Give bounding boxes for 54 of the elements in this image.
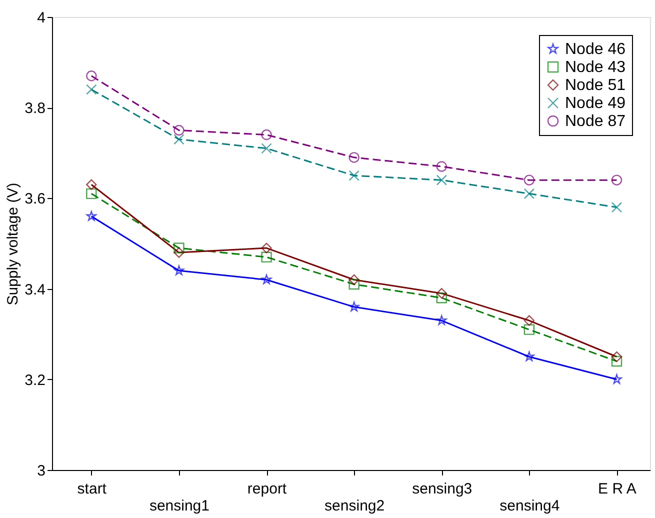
point xyxy=(86,179,97,190)
x-tick-label: sensing4 xyxy=(500,498,560,514)
y-axis-title: Supply voltage (V) xyxy=(4,182,22,306)
point xyxy=(86,84,97,95)
point xyxy=(348,302,360,312)
point xyxy=(261,143,272,154)
point xyxy=(611,351,622,362)
point xyxy=(436,161,447,172)
point xyxy=(524,174,535,186)
legend-label: Node 43 xyxy=(565,59,626,76)
y-tick-label: 3.2 xyxy=(24,372,46,389)
legend-label: Node 87 xyxy=(565,113,626,130)
point xyxy=(174,265,184,276)
point xyxy=(436,288,447,299)
point xyxy=(261,252,272,262)
point xyxy=(611,202,622,213)
x-tick-label: sensing3 xyxy=(412,480,472,498)
y-tick-label: 3.8 xyxy=(24,100,46,118)
point xyxy=(524,351,534,362)
legend-label: Node 46 xyxy=(565,41,626,58)
x-tick-label: start xyxy=(77,480,108,498)
point xyxy=(348,274,360,286)
point xyxy=(261,274,272,284)
x-tick-label: sensing2 xyxy=(324,498,385,514)
y-tick-label: 3.4 xyxy=(24,281,46,298)
y-tick-label: 3 xyxy=(37,462,46,480)
point xyxy=(348,152,360,163)
point xyxy=(611,356,622,367)
point xyxy=(174,247,184,258)
x-tick-label: E R A xyxy=(598,480,636,498)
point xyxy=(524,315,535,326)
point xyxy=(611,174,622,186)
y-tick-label: 4 xyxy=(37,10,46,26)
point xyxy=(524,324,535,335)
point xyxy=(436,174,447,186)
point xyxy=(348,278,360,290)
x-tick-label: report xyxy=(247,480,288,498)
point xyxy=(436,292,447,304)
y-tick-label: 3.6 xyxy=(24,190,46,208)
legend-label: Node 51 xyxy=(565,77,626,94)
point xyxy=(174,124,184,136)
point xyxy=(261,129,272,140)
point xyxy=(612,374,622,384)
legend-label: Node 49 xyxy=(565,95,626,112)
point xyxy=(174,242,184,254)
point xyxy=(174,134,184,145)
point xyxy=(261,242,272,254)
x-tick-label: sensing1 xyxy=(149,498,210,514)
point xyxy=(348,170,360,181)
point xyxy=(86,210,97,221)
point xyxy=(86,188,97,200)
point xyxy=(436,315,447,325)
point xyxy=(86,70,97,82)
point xyxy=(524,188,535,200)
